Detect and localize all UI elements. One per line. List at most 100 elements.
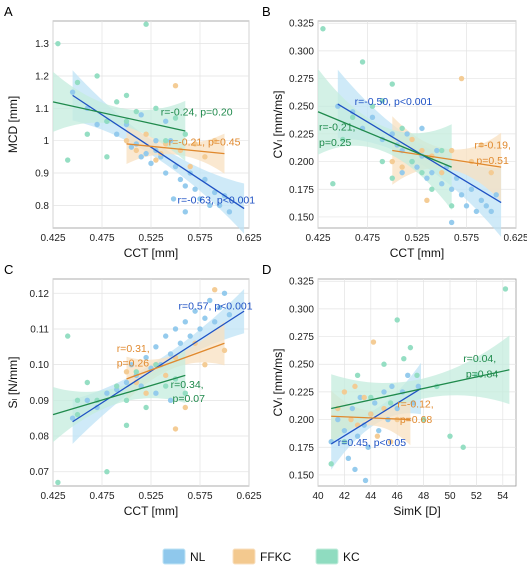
data-point-ffkc — [182, 404, 188, 411]
data-point-nl — [468, 186, 475, 192]
legend: NL FFKC KC — [162, 548, 360, 565]
y-tick-label: 0.175 — [289, 443, 314, 454]
data-point-kc — [65, 157, 71, 163]
data-point-kc — [409, 158, 415, 165]
fit-line-ffkc — [126, 143, 225, 155]
data-point-nl — [123, 379, 130, 386]
x-tick-label: 0.525 — [404, 233, 429, 244]
data-point-nl — [133, 141, 139, 147]
data-point-kc — [394, 317, 400, 323]
data-point-ffkc — [387, 439, 394, 445]
fit-line-ffkc — [331, 415, 411, 421]
data-point-kc — [123, 118, 130, 124]
data-point-nl — [415, 383, 422, 390]
data-point-kc — [123, 422, 130, 429]
data-point-kc — [330, 181, 336, 187]
data-point-nl — [197, 326, 203, 332]
data-point-ffkc — [368, 411, 374, 417]
correlation-annotation-kc: r=-0.24, p=0.20 — [161, 106, 233, 118]
data-point-ffkc — [439, 169, 445, 176]
data-point-kc — [419, 169, 425, 176]
data-point-ffkc — [399, 164, 405, 170]
data-point-nl — [448, 219, 455, 226]
x-tick-label: 46 — [392, 491, 404, 502]
data-point-nl — [372, 400, 378, 406]
data-point-kc — [354, 372, 361, 379]
data-point-kc — [448, 203, 455, 209]
x-tick-label: 52 — [471, 491, 483, 502]
data-point-kc — [349, 114, 356, 121]
data-point-nl — [128, 144, 135, 150]
panel-b: B 0.425 0.475 0.525 0.575 0.625 0.150 0.175 0.20… — [262, 4, 527, 260]
data-point-kc — [389, 81, 395, 87]
correlation-annotation-kc: r=0.34, — [171, 379, 204, 391]
data-point-kc — [387, 400, 394, 406]
data-point-kc — [447, 433, 453, 439]
data-point-ffkc — [123, 137, 130, 144]
data-point-kc — [74, 411, 81, 418]
data-point-nl — [167, 397, 174, 404]
data-point-ffkc — [409, 136, 415, 143]
data-point-nl — [143, 354, 149, 361]
x-tick-label: 54 — [497, 491, 509, 502]
data-point-kc — [340, 136, 346, 143]
data-point-kc — [94, 73, 100, 79]
data-point-nl — [192, 186, 198, 192]
correlation-annotation-nl: r=-0.63, p<0.001 — [177, 195, 255, 207]
data-point-nl — [148, 160, 154, 167]
data-point-ffkc — [123, 369, 130, 375]
data-point-kc — [74, 397, 81, 404]
data-point-nl — [439, 181, 445, 187]
panel-letter-a: A — [4, 4, 13, 19]
data-point-ffkc — [133, 147, 139, 154]
data-point-kc — [104, 154, 110, 160]
y-tick-label: 0.325 — [289, 19, 314, 30]
data-point-kc — [368, 394, 374, 401]
fit-line-kc — [52, 101, 186, 132]
data-point-ffkc — [374, 433, 381, 439]
y-tick-label: 0.08 — [30, 432, 50, 443]
y-tick-label: 1.1 — [35, 104, 49, 115]
data-point-kc — [369, 103, 376, 109]
data-point-ffkc — [221, 347, 228, 354]
data-point-kc — [182, 390, 188, 396]
x-tick-label: 48 — [418, 491, 430, 502]
data-point-ffkc — [352, 383, 358, 390]
y-tick-label: 0.8 — [35, 201, 49, 212]
data-point-nl — [226, 209, 233, 215]
data-point-nl — [207, 202, 213, 209]
panel-letter-b: B — [262, 4, 271, 19]
data-point-nl — [187, 333, 193, 339]
data-point-ffkc — [187, 163, 193, 170]
y-tick-label: 0.275 — [289, 74, 314, 85]
data-point-nl — [404, 131, 410, 137]
correlation-annotation-nl: r=-0.50, p<0.001 — [355, 96, 433, 108]
correlation-annotation-kc: p=0.07 — [173, 393, 206, 405]
data-point-kc — [123, 92, 130, 99]
y-tick-label: 1 — [43, 136, 49, 147]
data-point-nl — [473, 208, 480, 215]
data-point-nl — [410, 400, 416, 406]
data-point-kc — [133, 108, 139, 115]
data-point-kc — [104, 469, 110, 475]
data-point-nl — [69, 415, 76, 421]
y-tick-label: 0.200 — [289, 157, 314, 168]
fit-line-kc — [317, 111, 452, 168]
x-tick-label: 0.575 — [187, 233, 212, 244]
data-point-nl — [376, 427, 382, 434]
data-point-kc — [153, 105, 159, 112]
x-tick-label: 40 — [312, 491, 324, 502]
y-axis-label-b: CVₗ [mm/ms] — [271, 91, 285, 159]
data-point-nl — [458, 192, 465, 198]
fit-line-nl — [330, 388, 422, 445]
data-point-nl — [389, 383, 395, 390]
legend-swatch-kc — [315, 548, 339, 565]
data-point-nl — [163, 118, 169, 124]
data-point-nl — [399, 169, 405, 176]
fit-line-ffkc — [392, 149, 502, 168]
data-point-kc — [123, 397, 130, 404]
legend-label-ffkc: FFKC — [260, 550, 292, 564]
y-tick-label: 0.10 — [30, 360, 50, 371]
data-point-kc — [407, 344, 414, 351]
data-point-ffkc — [192, 141, 198, 147]
